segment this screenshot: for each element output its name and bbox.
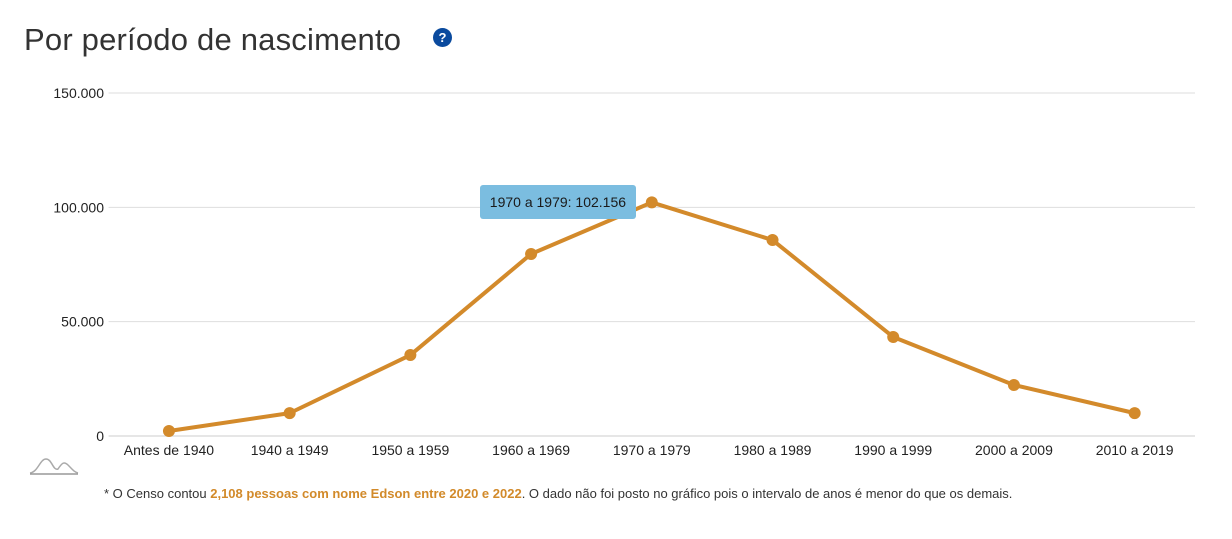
series-line — [168, 200, 1136, 433]
chart-title: Por período de nascimento — [24, 22, 402, 57]
data-point — [1007, 379, 1020, 392]
footnote: * O Censo contou 2,108 pessoas com nome … — [104, 486, 1012, 501]
data-point — [1128, 407, 1141, 420]
data-point — [283, 407, 296, 420]
y-tick-label: 50.000 — [61, 314, 104, 330]
x-tick-label: Antes de 1940 — [124, 442, 215, 458]
x-tick-label: 2010 a 2019 — [1096, 442, 1174, 458]
footnote-suffix: . O dado não foi posto no gráfico pois o… — [521, 486, 1013, 501]
x-tick-label: 1940 a 1949 — [251, 442, 329, 458]
x-tick-label: 1950 a 1959 — [371, 442, 449, 458]
y-tick-label: 0 — [96, 428, 104, 444]
data-point — [645, 196, 658, 209]
data-point — [887, 330, 900, 343]
footnote-highlight: 2,108 pessoas com nome Edson entre 2020 … — [210, 486, 522, 501]
data-point — [404, 349, 417, 362]
data-point — [766, 234, 779, 247]
data-point — [525, 247, 538, 260]
chart-tooltip: 1970 a 1979: 102.156 — [479, 185, 637, 220]
x-tick-label: 1960 a 1969 — [492, 442, 570, 458]
y-tick-label: 100.000 — [53, 199, 104, 215]
footnote-prefix: * O Censo contou — [104, 486, 211, 501]
x-tick-label: 1980 a 1989 — [734, 442, 812, 458]
data-point — [162, 424, 175, 437]
x-tick-label: 2000 a 2009 — [975, 442, 1053, 458]
chart-logo-icon — [29, 458, 79, 475]
x-tick-label: 1990 a 1999 — [854, 442, 932, 458]
x-tick-label: 1970 a 1979 — [613, 442, 691, 458]
y-tick-label: 150.000 — [53, 85, 104, 101]
help-icon[interactable]: ? — [433, 28, 452, 47]
